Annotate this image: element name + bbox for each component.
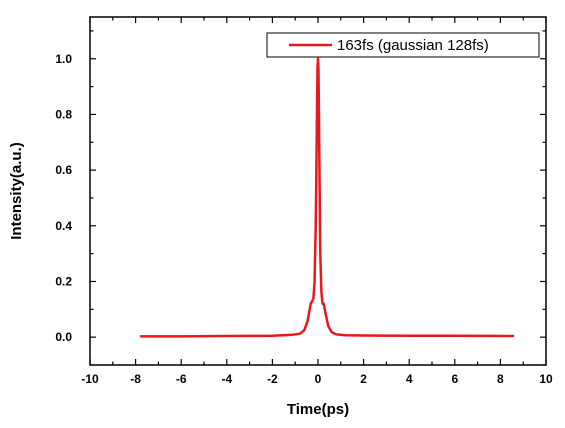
y-tick-labels: 0.0 0.2 0.4 0.6 0.8 1.0 xyxy=(55,52,72,344)
x-tick-label: 2 xyxy=(360,372,367,386)
y-tick-label: 0.0 xyxy=(55,330,72,344)
y-tick-label: 0.8 xyxy=(55,107,72,121)
legend: 163fs (gaussian 128fs) xyxy=(266,32,540,58)
x-tick-label: -4 xyxy=(221,372,232,386)
x-tick-label: 6 xyxy=(451,372,458,386)
x-tick-label: -10 xyxy=(81,372,99,386)
y-tick-label: 0.2 xyxy=(55,274,72,288)
x-tick-labels: -10 -8 -6 -4 -2 0 2 4 6 8 10 xyxy=(81,372,553,386)
y-tick-label: 0.4 xyxy=(55,219,72,233)
x-tick-label: -2 xyxy=(267,372,278,386)
x-tick-label: 4 xyxy=(406,372,413,386)
x-tick-label: -8 xyxy=(130,372,141,386)
y-axis-title: Intensity(a.u.) xyxy=(8,142,25,240)
x-tick-label: 8 xyxy=(497,372,504,386)
x-tick-label: 10 xyxy=(539,372,553,386)
x-axis-title: Time(ps) xyxy=(287,401,349,418)
y-tick-label: 0.6 xyxy=(55,163,72,177)
series-line xyxy=(140,57,515,338)
y-tick-label: 1.0 xyxy=(55,52,72,66)
x-tick-label: -6 xyxy=(176,372,187,386)
tick-marks xyxy=(89,17,547,366)
legend-label: 163fs (gaussian 128fs) xyxy=(337,37,489,54)
x-tick-label: 0 xyxy=(315,372,322,386)
